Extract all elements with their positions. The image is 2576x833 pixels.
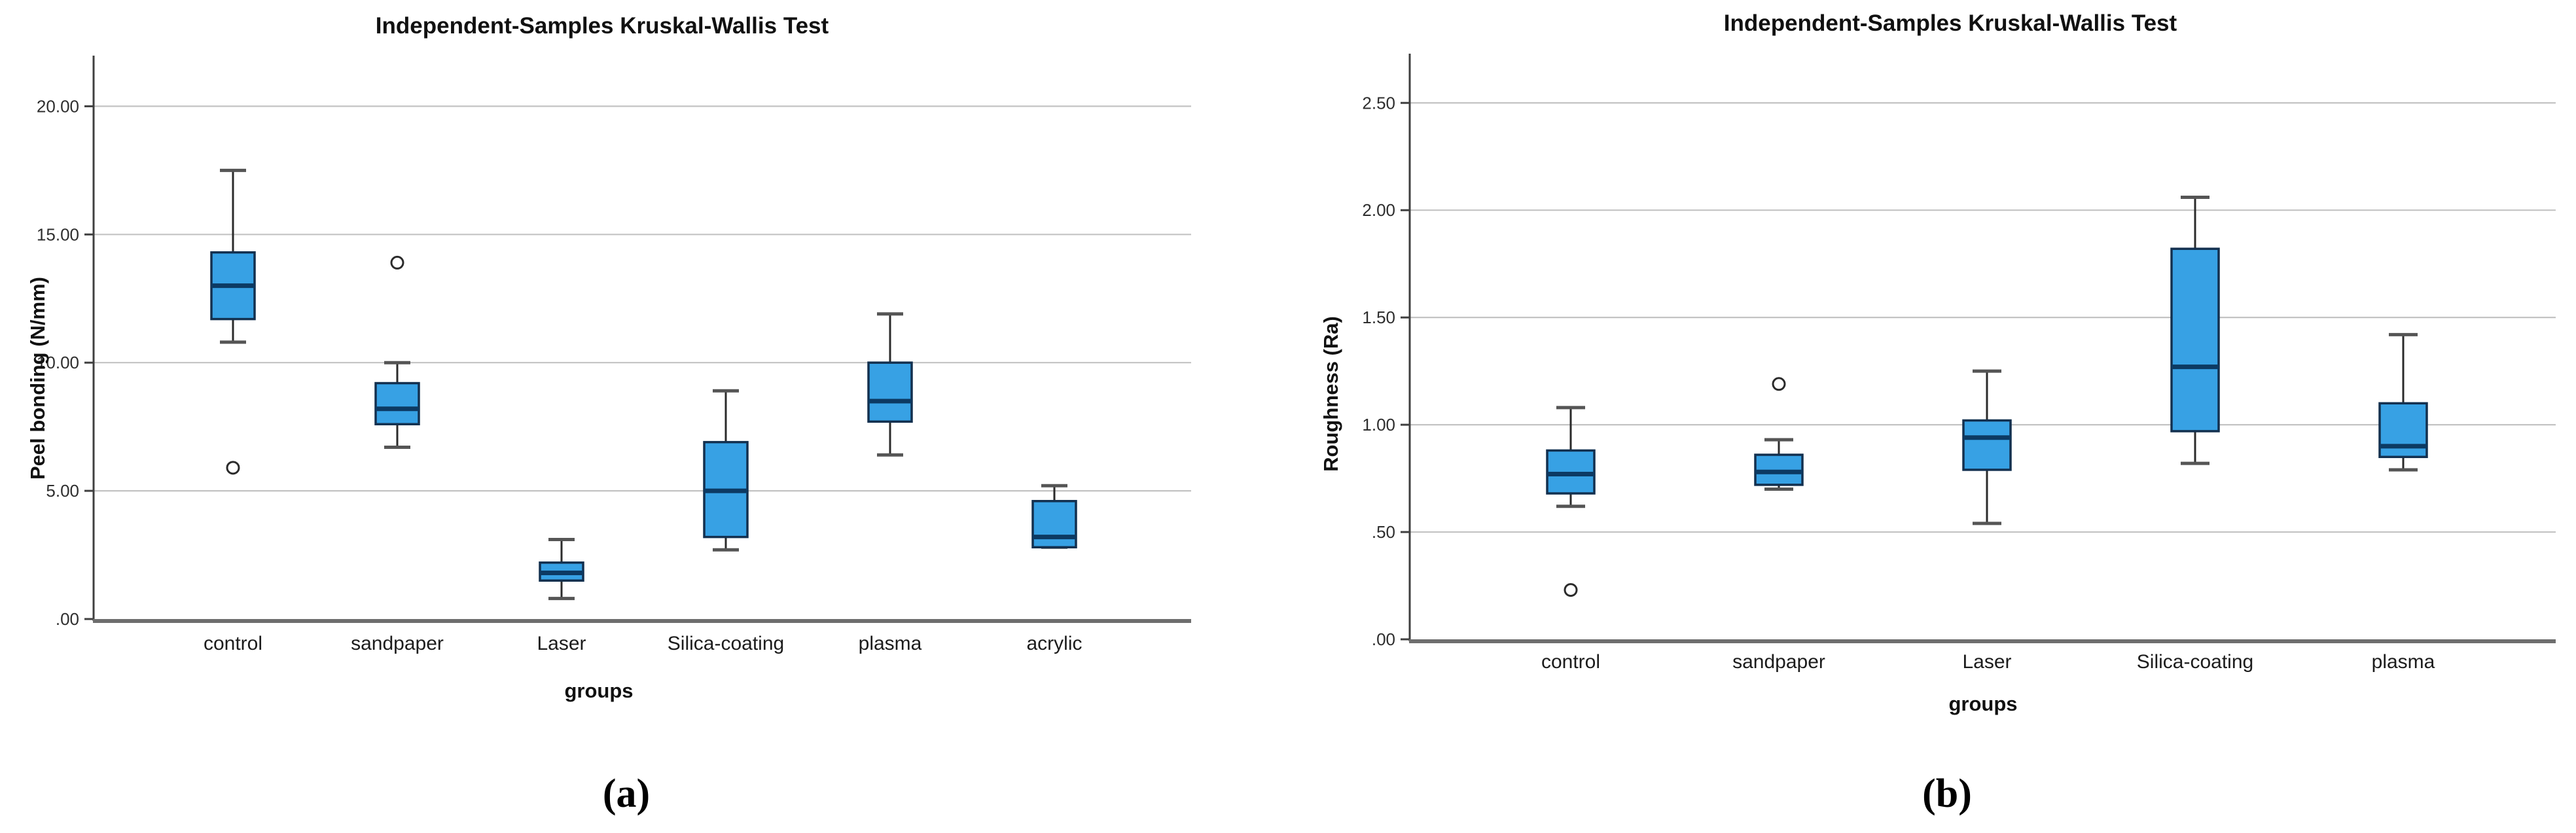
outlier-point xyxy=(226,461,240,475)
y-tick-label: 20.00 xyxy=(37,96,79,116)
y-tick-label: 2.00 xyxy=(1362,200,1395,220)
y-tick-label: 2.50 xyxy=(1362,93,1395,113)
category-label: Laser xyxy=(1962,651,2011,673)
category-label: sandpaper xyxy=(1732,651,1825,673)
chart-a-x-axis-title: groups xyxy=(564,679,634,702)
chart-a-title: Independent-Samples Kruskal-Wallis Test xyxy=(375,13,829,39)
category-label: Laser xyxy=(537,633,586,654)
category-label: plasma xyxy=(2372,651,2435,673)
category-label: control xyxy=(204,633,262,654)
category-label: plasma xyxy=(859,633,922,654)
box-plasma xyxy=(867,361,913,423)
box-acrylic xyxy=(1031,500,1077,549)
y-tick-label: .00 xyxy=(1372,629,1395,649)
box-plasma xyxy=(2378,402,2428,459)
category-label: sandpaper xyxy=(351,633,444,654)
caption-a: (a) xyxy=(602,771,651,816)
y-tick-label: 10.00 xyxy=(37,353,79,372)
chart-b-title: Independent-Samples Kruskal-Wallis Test xyxy=(1723,10,2177,36)
box-sandpaper xyxy=(374,381,420,425)
caption-b: (b) xyxy=(1922,771,1972,816)
category-label: acrylic xyxy=(1026,633,1082,654)
chart-a-y-axis-title: Peel bonding (N/mm) xyxy=(26,277,49,480)
category-label: Silica-coating xyxy=(668,633,784,654)
y-tick-label: .50 xyxy=(1372,522,1395,542)
outlier-point xyxy=(390,255,404,270)
y-tick-label: 1.00 xyxy=(1362,415,1395,434)
box-Laser xyxy=(1962,419,2012,471)
category-label: Silica-coating xyxy=(2137,651,2253,673)
chart-b-y-axis-title: Roughness (Ra) xyxy=(1319,316,1342,472)
y-tick-label: .00 xyxy=(56,609,79,629)
outlier-point xyxy=(1772,377,1786,391)
box-Silica-coating xyxy=(2170,247,2220,433)
y-tick-label: 5.00 xyxy=(46,481,79,501)
y-tick-label: 1.50 xyxy=(1362,308,1395,327)
chart-b-x-axis-title: groups xyxy=(1948,692,2018,715)
category-label: control xyxy=(1541,651,1600,673)
outlier-point xyxy=(1564,583,1578,597)
y-tick-label: 15.00 xyxy=(37,224,79,244)
